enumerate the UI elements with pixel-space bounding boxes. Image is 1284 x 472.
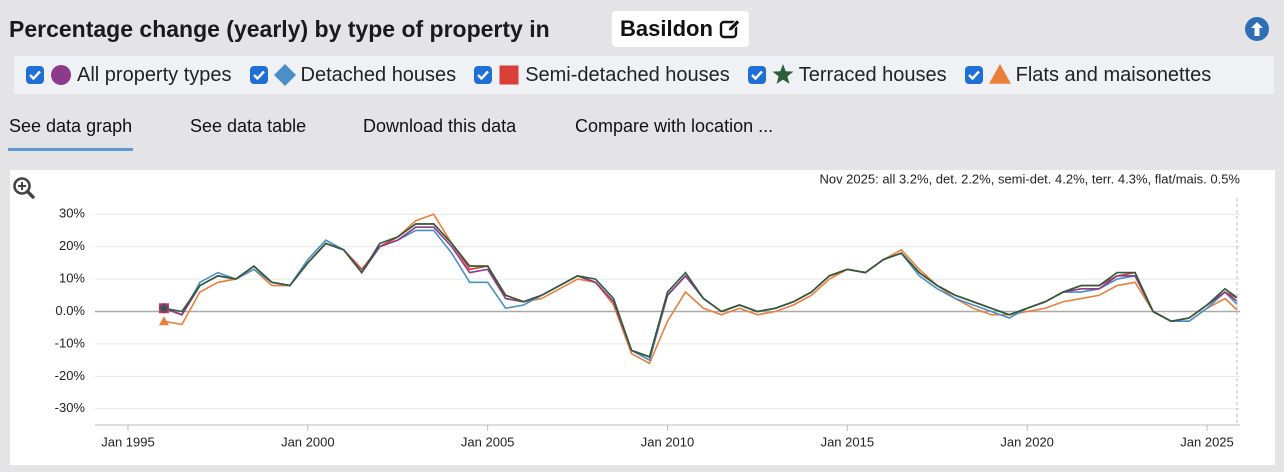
legend-item[interactable]: Detached houses (249, 63, 457, 87)
zoom-icon[interactable] (13, 177, 35, 199)
checkbox[interactable] (747, 65, 767, 85)
start-marker (158, 316, 169, 326)
header: Percentage change (yearly) by type of pr… (0, 0, 1284, 52)
checkbox[interactable] (964, 65, 984, 85)
tab-bar: See data graph See data table Download t… (0, 100, 1284, 152)
legend-item[interactable]: Semi-detached houses (473, 63, 730, 87)
legend-symbol (772, 64, 794, 84)
y-tick-label: -10% (55, 335, 86, 350)
y-tick-label: -30% (55, 400, 86, 415)
start-marker (159, 303, 169, 313)
legend: All property types Detached houses Semi-de… (14, 56, 1274, 94)
legend-label: All property types (77, 63, 232, 86)
page-title: Percentage change (yearly) by type of pr… (9, 16, 550, 42)
x-tick-label: Jan 2025 (1180, 434, 1234, 449)
y-tick-label: 10% (59, 271, 85, 286)
x-tick-label: Jan 2010 (641, 434, 695, 449)
legend-symbol (51, 65, 71, 85)
x-tick-label: Jan 2020 (1000, 434, 1054, 449)
location-selector[interactable]: Basildon (612, 11, 749, 47)
legend-marker (772, 64, 794, 84)
x-tick-label: Jan 2015 (821, 434, 875, 449)
y-tick-label: -20% (55, 368, 86, 383)
legend-marker (988, 64, 1011, 84)
location-name: Basildon (620, 16, 713, 41)
y-tick-label: 20% (59, 238, 85, 253)
checkmark (750, 70, 763, 81)
chart: Nov 2025: all 3.2%, det. 2.2%, semi-det.… (13, 171, 1240, 449)
checkbox[interactable] (25, 65, 45, 85)
legend-symbol (273, 64, 296, 86)
legend-label: Terraced houses (798, 63, 947, 86)
y-tick-label: 0.0% (55, 303, 85, 318)
checkbox-box (249, 66, 268, 84)
checkbox-box (964, 66, 983, 84)
x-tick-label: Jan 2005 (461, 434, 515, 449)
checkbox-box (26, 66, 44, 84)
series-line (163, 223, 1238, 358)
legend-label: Flats and maisonettes (1015, 63, 1212, 86)
checkbox[interactable] (473, 65, 493, 85)
legend-item[interactable]: Flats and maisonettes (964, 63, 1212, 87)
checkmark (29, 70, 41, 81)
annotation: Nov 2025: all 3.2%, det. 2.2%, semi-det.… (819, 171, 1240, 186)
tab[interactable]: See data table (190, 116, 307, 136)
checkbox-box (474, 66, 493, 84)
scroll-top-button[interactable] (1244, 16, 1270, 42)
legend-item[interactable]: All property types (25, 63, 232, 87)
tab[interactable]: Download this data (363, 116, 517, 136)
edit-icon (719, 18, 741, 39)
legend-label: Semi-detached houses (525, 63, 730, 86)
checkbox-box (747, 66, 766, 84)
legend-symbol (988, 64, 1011, 84)
tab[interactable]: See data graph (7, 116, 134, 151)
legend-marker (499, 65, 519, 85)
legend-marker (51, 65, 71, 85)
checkmark (477, 70, 490, 81)
y-tick-label: 30% (59, 206, 85, 221)
checkmark (967, 70, 980, 81)
legend-item[interactable]: Terraced houses (747, 63, 947, 87)
tab[interactable]: Compare with location ... (575, 116, 774, 136)
legend-marker (273, 64, 296, 86)
series-line (163, 213, 1238, 365)
chart-panel: Nov 2025: all 3.2%, det. 2.2%, semi-det.… (10, 170, 1275, 465)
x-tick-label: Jan 1995 (101, 434, 155, 449)
legend-label: Detached houses (300, 63, 457, 86)
checkmark (252, 70, 265, 81)
legend-symbol (499, 65, 519, 85)
checkbox[interactable] (249, 65, 269, 85)
x-tick-label: Jan 2000 (281, 434, 335, 449)
